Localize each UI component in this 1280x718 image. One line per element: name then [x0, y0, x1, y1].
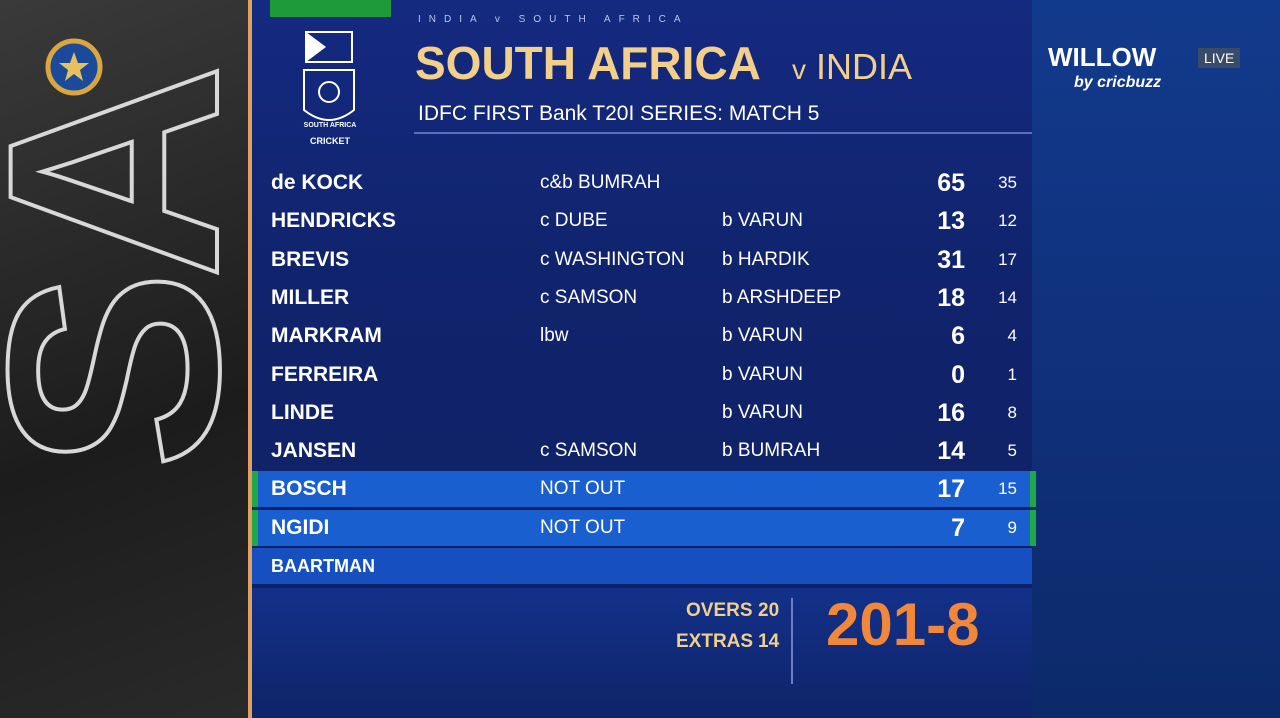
batter-row: BAARTMAN — [252, 548, 1032, 584]
batter-name: HENDRICKS — [271, 209, 396, 233]
runs: 18 — [937, 283, 965, 312]
batter-row: de KOCK c&b BUMRAH 65 35 — [252, 165, 1032, 201]
total-score: 201-8 — [826, 591, 980, 658]
balls: 9 — [1007, 517, 1017, 537]
dismissal: c SAMSON — [540, 286, 638, 308]
logo-name: SOUTH AFRICA — [303, 122, 357, 129]
balls: 12 — [998, 211, 1017, 231]
overs-label: OVERS — [686, 600, 753, 621]
batter-name: FERREIRA — [271, 362, 379, 386]
live-badge: LIVE — [1198, 48, 1241, 68]
balls: 1 — [1007, 364, 1017, 384]
batter-row: JANSEN c SAMSON b BUMRAH 14 5 — [252, 433, 1032, 469]
sa-graphic: SA — [0, 71, 250, 472]
not-out-marker — [1030, 509, 1036, 546]
batter-row: MARKRAM lbw b VARUN 6 4 — [252, 318, 1032, 354]
dismissal: c WASHINGTON — [540, 248, 685, 270]
team-title: SOUTH AFRICA — [415, 37, 761, 89]
opponent: INDIA — [816, 46, 913, 87]
batter-row: HENDRICKS c DUBE b VARUN 13 12 — [252, 203, 1032, 239]
sa-logo — [303, 31, 355, 121]
dismissal: c DUBE — [540, 210, 608, 232]
batter-row: BREVIS c WASHINGTON b HARDIK 31 17 — [252, 242, 1032, 278]
overs: 20 — [758, 600, 780, 621]
bowler: b HARDIK — [722, 248, 810, 270]
batter-row: MILLER c SAMSON b ARSHDEEP 18 14 — [252, 280, 1032, 316]
runs: 65 — [937, 169, 965, 197]
dismissal: NOT OUT — [540, 516, 626, 538]
extras: 14 — [758, 631, 780, 652]
vs-text: v INDIA — [792, 46, 912, 88]
left-panel: SA — [0, 0, 250, 718]
balls: 15 — [998, 479, 1017, 499]
batter-name: de KOCK — [271, 171, 364, 194]
bowler: b VARUN — [722, 210, 803, 232]
batter-name: LINDE — [271, 400, 334, 424]
totals-panel — [252, 588, 1032, 718]
series: IDFC FIRST Bank T20I SERIES: MATCH 5 — [418, 102, 820, 125]
batter-name: NGIDI — [271, 515, 330, 539]
right-panel — [1032, 0, 1280, 718]
runs: 7 — [951, 513, 965, 542]
willow-logo: WILLOW — [1048, 42, 1157, 72]
dismissal: lbw — [540, 325, 569, 347]
vs: v — [792, 54, 806, 85]
not-out-marker — [1030, 471, 1036, 508]
batter-row: BOSCH NOT OUT 17 15 — [252, 471, 1036, 508]
logo-sub: CRICKET — [310, 136, 350, 146]
runs: 17 — [937, 475, 965, 504]
balls: 14 — [998, 287, 1017, 307]
batter-name: MARKRAM — [271, 324, 382, 348]
not-out-marker — [252, 471, 258, 508]
dismissal: NOT OUT — [540, 478, 626, 500]
extras-label: EXTRAS — [676, 631, 754, 652]
green-tab — [270, 0, 391, 17]
balls: 8 — [1007, 402, 1017, 422]
balls: 4 — [1007, 326, 1017, 346]
matchup: INDIA v SOUTH AFRICA — [418, 14, 689, 25]
underline — [414, 132, 1032, 134]
balls: 35 — [998, 173, 1017, 192]
balls: 5 — [1007, 441, 1017, 461]
balls: 17 — [998, 249, 1017, 269]
batter-name: JANSEN — [271, 439, 357, 463]
dismissal: c SAMSON — [540, 440, 638, 462]
runs: 31 — [937, 245, 965, 274]
runs: 13 — [937, 207, 965, 236]
not-out-marker — [252, 509, 258, 546]
runs: 14 — [937, 437, 965, 466]
runs: 0 — [951, 360, 965, 389]
bowler: b BUMRAH — [722, 440, 821, 462]
bowler: b VARUN — [722, 363, 803, 385]
bcci-logo — [45, 38, 103, 96]
batter-name: BREVIS — [271, 247, 350, 271]
batter-row: LINDE b VARUN 16 8 — [252, 395, 1032, 431]
runs: 6 — [951, 322, 965, 351]
divider — [791, 598, 793, 684]
runs: 16 — [937, 398, 965, 427]
cricbuzz: by cricbuzz — [1074, 74, 1162, 91]
bowler: b VARUN — [722, 401, 803, 423]
bowler: b VARUN — [722, 325, 803, 347]
dismissal: c&b BUMRAH — [540, 172, 661, 193]
batter-row: FERREIRA b VARUN 0 1 — [252, 357, 1032, 393]
bowler: b ARSHDEEP — [722, 286, 842, 308]
batter-row: NGIDI NOT OUT 7 9 — [252, 509, 1036, 546]
batter-name: MILLER — [271, 285, 350, 309]
edge — [248, 0, 252, 718]
batter-name: BAARTMAN — [271, 556, 375, 576]
batter-name: BOSCH — [271, 477, 347, 501]
